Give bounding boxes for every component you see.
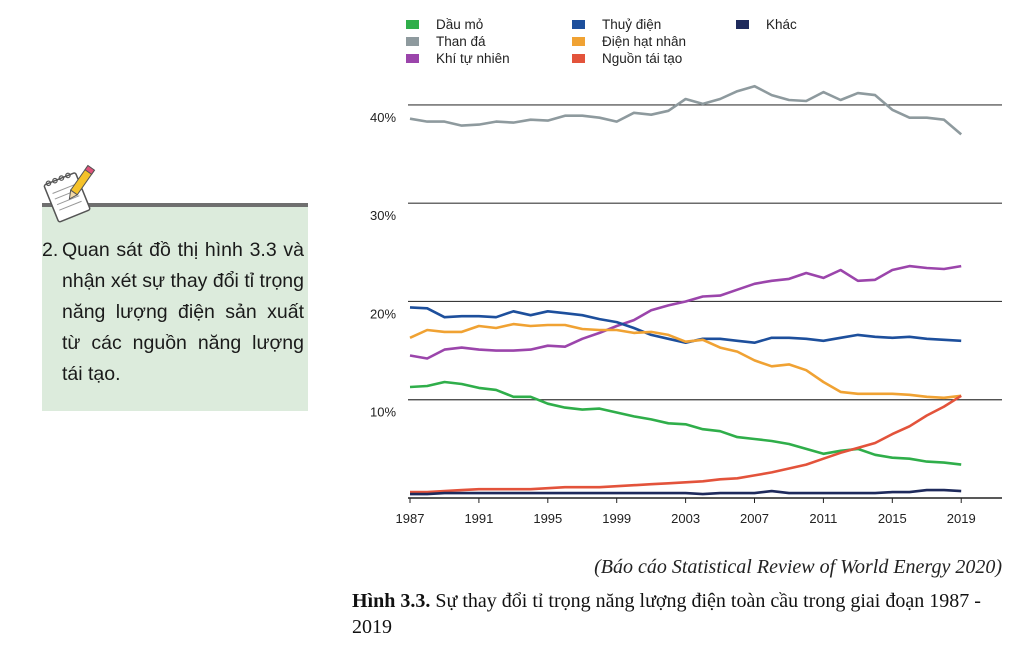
- series-line-Điện hạt nhân: [409, 322, 962, 400]
- series-line-Khác: [410, 488, 962, 496]
- x-tick-label: 1995: [533, 511, 562, 526]
- legend-label: Dầu mỏ: [436, 17, 483, 32]
- legend: Dầu mỏ Than đá Khí tự nhiên Thuỷ điện Điện h…: [406, 17, 797, 66]
- legend-label: Khí tự nhiên: [436, 51, 510, 66]
- series-line-Nguồn tái tạo: [410, 394, 962, 494]
- legend-swatch: [572, 20, 585, 29]
- question-body: Quan sát đồ thị hình 3.3 và nhận xét sự …: [62, 239, 304, 385]
- series-lines: [409, 84, 963, 496]
- legend-label: Thuỷ điện: [602, 17, 661, 32]
- x-tick-label: 1999: [602, 511, 631, 526]
- caption-label: Hình 3.3.: [352, 590, 431, 612]
- legend-label: Khác: [766, 17, 797, 32]
- source-note: (Báo cáo Statistical Review of World Ene…: [594, 556, 1002, 578]
- y-axis-ticks: 10% 20% 30% 40%: [370, 110, 396, 420]
- figure-caption: Hình 3.3. Sự thay đổi tỉ trọng năng lượn…: [352, 588, 1007, 640]
- legend-swatch: [572, 37, 585, 46]
- series-line-Thuỷ điện: [409, 306, 962, 344]
- y-tick-label: 30%: [370, 208, 396, 223]
- x-tick-label: 1987: [396, 511, 425, 526]
- x-tick-label: 2011: [809, 511, 837, 526]
- x-tick-label: 2007: [740, 511, 769, 526]
- y-tick-label: 40%: [370, 110, 396, 125]
- x-tick-label: 2019: [947, 511, 976, 526]
- question-text: 2. Quan sát đồ thị hình 3.3 và nhận xét …: [42, 235, 304, 390]
- x-axis: 1987 1991 1995 1999 2003 2007 2011 2015 2019: [396, 497, 1002, 526]
- legend-label: Điện hạt nhân: [602, 34, 686, 49]
- question-number: 2.: [42, 239, 59, 261]
- legend-swatch: [406, 37, 419, 46]
- x-tick-label: 2003: [671, 511, 700, 526]
- x-tick-label: 1991: [464, 511, 493, 526]
- legend-label: Than đá: [436, 34, 486, 49]
- note-box: [42, 203, 308, 411]
- x-tick-label: 2015: [878, 511, 907, 526]
- legend-swatch: [736, 20, 749, 29]
- grid-lines: [408, 104, 1002, 401]
- notepad-pencil-icon: [43, 164, 96, 223]
- y-tick-label: 20%: [370, 306, 396, 321]
- series-line-Dầu mỏ: [409, 380, 962, 466]
- legend-swatch: [406, 20, 419, 29]
- legend-swatch: [572, 54, 585, 63]
- line-chart: Dầu mỏ Than đá Khí tự nhiên Thuỷ điện Điện h…: [370, 17, 1002, 526]
- caption-text: Sự thay đổi tỉ trọng năng lượng điện toà…: [352, 590, 981, 638]
- series-line-Than đá: [409, 84, 963, 136]
- legend-label: Nguồn tái tạo: [602, 51, 682, 66]
- legend-swatch: [406, 54, 419, 63]
- series-line-Khí tự nhiên: [409, 264, 962, 360]
- y-tick-label: 10%: [370, 405, 396, 420]
